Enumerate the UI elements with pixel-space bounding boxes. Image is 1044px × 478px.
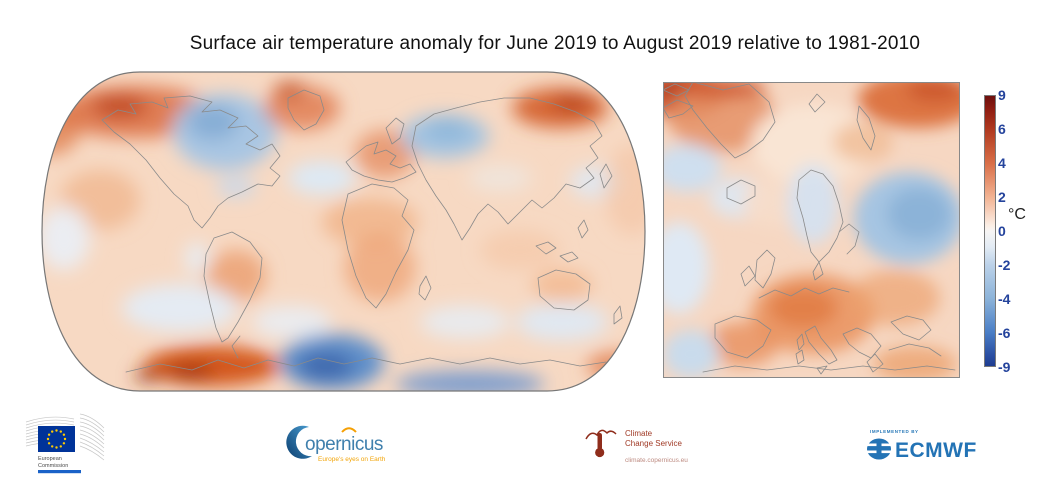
ecmwf-globe-icon <box>866 438 892 460</box>
ecmwf-logo: IMPLEMENTED BY ECMWF <box>866 429 977 462</box>
colorbar-tick-label: 6 <box>998 121 1006 137</box>
colorbar-tick-label: 9 <box>998 87 1006 103</box>
c3s-url: climate.copernicus.eu <box>625 457 688 464</box>
colorbar <box>984 95 996 367</box>
world-coastlines <box>101 89 623 373</box>
thermometer-icon <box>595 433 605 458</box>
ecmwf-implemented-by: IMPLEMENTED BY <box>870 429 919 434</box>
copernicus-tagline: Europe's eyes on Earth <box>318 456 386 463</box>
europe-coastlines <box>663 82 956 375</box>
ec-label-line1: European <box>38 456 62 462</box>
europe-map-border <box>663 82 960 378</box>
colorbar-tick-label: -9 <box>998 359 1011 375</box>
figure-title: Surface air temperature anomaly for June… <box>189 33 921 54</box>
c3s-label-line2: Change Service <box>625 439 682 448</box>
ecmwf-wordmark: ECMWF <box>895 439 977 462</box>
world-map-border <box>41 71 646 392</box>
c3s-label-line1: Climate <box>625 429 653 438</box>
europe-map <box>663 82 960 378</box>
world-map <box>41 71 646 392</box>
colorbar-unit-label: °C <box>1008 206 1026 223</box>
ec-logo: European Commission <box>25 413 105 474</box>
ec-underline-bar <box>38 470 81 474</box>
eu-flag-icon <box>38 426 75 452</box>
colorbar-tick-label: -2 <box>998 257 1011 273</box>
copernicus-logo: opernicus Europe's eyes on Earth <box>286 425 386 463</box>
colorbar-tick-label: -4 <box>998 291 1011 307</box>
colorbar-tick-label: -6 <box>998 325 1011 341</box>
copernicus-orange-arc-icon <box>341 427 357 433</box>
c3s-logo: Climate Change Service climate.copernicu… <box>585 422 688 464</box>
copernicus-wordmark: opernicus <box>305 434 383 455</box>
colorbar-tick-label: 4 <box>998 155 1006 171</box>
c3s-crescent-icon <box>585 422 617 462</box>
copernicus-swoosh-icon <box>286 425 312 459</box>
ec-label-line2: Commission <box>38 463 68 469</box>
colorbar-tick-label: 0 <box>998 223 1006 239</box>
colorbar-tick-label: 2 <box>998 189 1006 205</box>
